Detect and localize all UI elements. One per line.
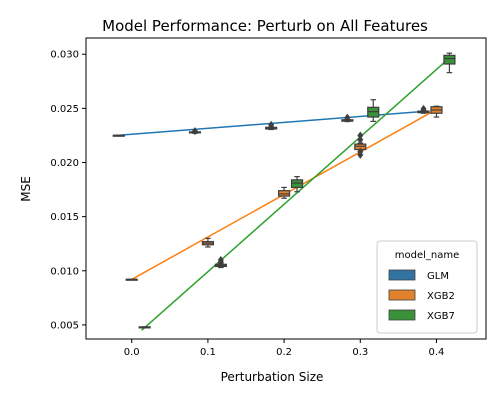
box-xgb2-1 xyxy=(201,237,215,248)
box-outlier-2 xyxy=(357,135,364,144)
x-tick-label-0: 0.0 xyxy=(124,347,140,358)
box-glm-4 xyxy=(417,104,430,114)
legend-label-xgb7: XGB7 xyxy=(427,311,455,322)
box-glm-1 xyxy=(188,127,202,136)
y-tick-label-1: 0.010 xyxy=(50,266,79,277)
legend-title: model_name xyxy=(395,250,460,261)
box-outlier-1 xyxy=(217,255,224,264)
box-xgb2-4 xyxy=(430,105,443,118)
box-outlier-0 xyxy=(420,104,427,113)
box-glm-2 xyxy=(265,120,278,131)
box-outlier-3 xyxy=(357,131,364,140)
x-tick-label-4: 0.4 xyxy=(429,347,445,358)
box-xgb7-4 xyxy=(443,52,456,74)
box-outlier-0 xyxy=(344,113,351,122)
legend-label-glm: GLM xyxy=(427,271,449,282)
plot-frame xyxy=(85,37,487,340)
box-glm-0 xyxy=(112,134,125,137)
axes: 0.0 0.1 0.2 0.3 0.4 0.005 0.010 0.015 0.020 0.025… xyxy=(50,37,487,358)
box-xgb2-3 xyxy=(354,131,367,159)
legend: model_name GLM XGB2 XGB7 xyxy=(376,240,478,334)
y-tick-label-4: 0.025 xyxy=(50,104,79,115)
box-xgb7-2 xyxy=(290,175,304,193)
box-xgb7-0 xyxy=(138,326,151,329)
box-xgb2-2 xyxy=(277,186,291,199)
box-outlier-0 xyxy=(268,120,275,129)
x-axis-label: Perturbation Size xyxy=(221,370,324,384)
box-outlier-1 xyxy=(357,147,364,156)
x-tick-label-2: 0.2 xyxy=(276,347,292,358)
y-tick-label-5: 0.030 xyxy=(50,50,79,61)
y-tick-label-3: 0.020 xyxy=(50,158,79,169)
box-xgb2-0 xyxy=(125,278,138,281)
legend-swatch-glm xyxy=(388,269,416,281)
y-tick-label-0: 0.005 xyxy=(50,320,79,331)
box-xgb7-3 xyxy=(367,99,380,122)
legend-swatch-xgb2 xyxy=(388,289,416,301)
box-xgb7-1 xyxy=(214,255,227,269)
box-plots xyxy=(112,52,456,329)
x-tick-label-1: 0.1 xyxy=(200,347,216,358)
box-rect xyxy=(443,54,456,65)
y-tick-label-2: 0.015 xyxy=(50,212,79,223)
series-line-xgb7 xyxy=(141,60,447,331)
x-tick-label-3: 0.3 xyxy=(352,347,368,358)
y-axis-label: MSE xyxy=(19,176,33,202)
box-outlier-0 xyxy=(191,127,198,136)
legend-swatch-xgb7 xyxy=(388,309,416,321)
box-glm-3 xyxy=(341,113,354,123)
legend-label-xgb2: XGB2 xyxy=(427,291,455,302)
chart-title: Model Performance: Perturb on All Featur… xyxy=(102,17,428,35)
